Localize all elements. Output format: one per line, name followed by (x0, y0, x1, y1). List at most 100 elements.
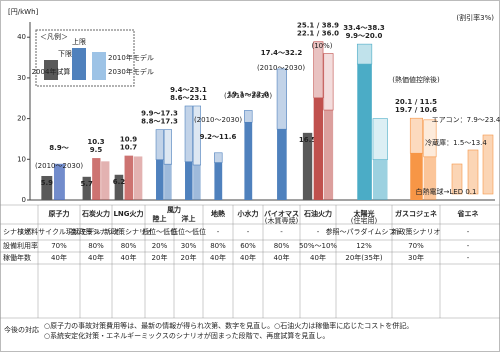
row-label: シナリオ (3, 228, 31, 236)
category-label: 原子力 (49, 209, 70, 218)
category-label: 洋上 (182, 214, 196, 223)
value-label: 9.9～17.3 (141, 110, 178, 118)
table-cell: 新政策シナリオ (392, 227, 441, 236)
table-cell: 50%～10% (299, 242, 337, 250)
row-label: 設備利用率 (3, 241, 38, 250)
footer: 今後の対応 ○原子力の事故対策費用等は、最新の情報が得られ次第、数字を見直し。○… (4, 321, 413, 340)
bar-lower (185, 161, 193, 200)
y-tick-label: 10 (17, 155, 26, 163)
savings-icon (467, 149, 479, 195)
value-label: 5.9 (41, 179, 54, 187)
bar-upper (155, 129, 164, 161)
value-label: 20.1 / 11.5 (395, 98, 437, 106)
bar-lower (244, 122, 253, 200)
category-label: 省エネ (457, 209, 479, 218)
value-label: 19.1～22.0 (227, 90, 269, 98)
savings-icon (451, 163, 463, 195)
value-label: 8.9～ (49, 144, 68, 152)
footer-line: ○原子力の事故対策費用等は、最新の情報が得られ次第、数字を見直し。○石油火力は稼… (44, 321, 413, 330)
bar-upper (163, 129, 172, 165)
category-label: 太陽光 (354, 209, 375, 218)
bar-2004 (82, 176, 91, 200)
table-cell: 低位～低位 (171, 227, 206, 236)
value-label: 9.2～11.6 (200, 133, 237, 141)
bar-lower (193, 165, 201, 200)
bar-upper (192, 105, 201, 166)
bar (53, 163, 65, 200)
group-label: (木質専焼) (265, 216, 299, 225)
annotation: 白熱電球→LED 0.1 (416, 187, 477, 196)
table-cell: 80% (121, 242, 137, 250)
table-cell: - (467, 254, 470, 262)
bar-2004 (114, 174, 124, 200)
value-label: 9.5 (90, 146, 103, 154)
category-label: 陸上 (153, 214, 167, 223)
bar-2004 (302, 132, 313, 200)
bar-lower (410, 153, 423, 200)
table-cell: 参照～パラダイムシフト (326, 227, 403, 236)
bar-lower (156, 159, 164, 200)
annotation: 冷蔵庫：1.5～13.4 (425, 138, 487, 147)
value-label: 33.4～38.3 (343, 24, 385, 32)
bar-upper (423, 119, 437, 158)
value-label: 10.3 (87, 138, 104, 146)
table-cell: - (247, 228, 250, 236)
value-label: 16.5 (299, 136, 316, 144)
bar-lower (323, 110, 334, 200)
table-cell: 40年 (51, 253, 67, 262)
table-cell: 40年 (121, 253, 137, 262)
bar-lower (357, 64, 372, 201)
value-label: 19.7 / 10.6 (395, 106, 437, 114)
table-cell: 40年 (88, 253, 104, 262)
category-label: LNG火力 (113, 209, 143, 218)
legend-swatch (92, 52, 106, 80)
legend-range-label: 下限 (58, 49, 72, 58)
bar-lower (313, 97, 324, 200)
table-cell: 70% (51, 242, 67, 250)
table-cell: 40年 (310, 253, 326, 262)
table-cell: 20年 (152, 253, 168, 262)
table-cell: 新政策シナリオ (104, 227, 153, 236)
value-label: 17.4～32.2 (261, 49, 303, 57)
value-label: 22.1 / 36.0 (297, 30, 339, 38)
category-label: 石油火力 (303, 209, 332, 218)
value-label: 25.1 / 38.9 (297, 22, 339, 30)
annotation: (2010～2030) (257, 64, 305, 72)
footer-line: ○系統安定化対策・エネルギーミックスのシナリオが固まった段階で、再度試算を見直し… (44, 331, 329, 340)
table-cell: - (467, 228, 470, 236)
bar-upper (372, 118, 388, 161)
value-label: 10.7 (120, 144, 137, 152)
value-label: 8.6～23.1 (170, 94, 207, 102)
legend-label: 2030年モデル (108, 67, 154, 76)
bar-2004 (41, 175, 53, 200)
y-tick-label: 40 (17, 33, 26, 41)
bar (124, 155, 134, 200)
annotation: (2010～2030) (194, 116, 242, 124)
value-label: 10.9 (120, 136, 137, 144)
value-label: 6.2 (113, 178, 126, 186)
bar-lower (372, 159, 388, 200)
bar-lower (423, 156, 437, 200)
legend-label: 2004年試算 (32, 67, 71, 76)
table-cell: 70% (408, 242, 424, 250)
table-cell: 30年 (408, 253, 424, 262)
table-cell: - (280, 228, 283, 236)
y-tick-label: 30 (17, 74, 26, 82)
bar-upper (323, 53, 334, 111)
table-cell: 40年 (240, 253, 256, 262)
bar (92, 158, 101, 200)
bar-upper (313, 41, 324, 99)
group-label: (住宅用) (351, 216, 378, 225)
annotation: エアコン：7.9～23.4 (432, 116, 500, 124)
category-label: 地熱 (211, 209, 225, 218)
footer-label: 今後の対応 (4, 325, 39, 334)
legend-range-label: 上限 (72, 37, 86, 46)
subtitle: (割引率3%) (456, 13, 494, 22)
table-cell: 20年 (181, 253, 197, 262)
legend-label: 2010年モデル (108, 53, 154, 62)
y-tick-label: 20 (17, 115, 26, 123)
table-cell: - (317, 228, 320, 236)
